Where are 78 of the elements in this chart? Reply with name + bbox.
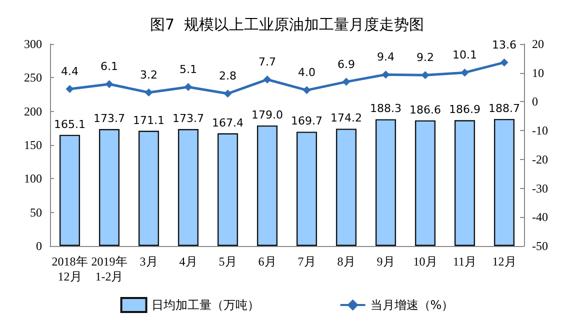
point [342,78,350,86]
bar [256,125,278,246]
bar [454,120,476,246]
data-label: 13.6 [492,38,516,52]
data-label: 171.1 [133,114,164,127]
x-tick-label: 10月 [413,254,438,268]
x-tick-label: 4月 [179,254,198,268]
data-label: 167.4 [212,116,244,130]
bar [98,129,120,246]
data-label: 9.2 [416,51,434,64]
y-tick-label: 250 [24,70,42,85]
point [382,70,390,79]
y-tick-label: 300 [24,37,42,51]
y-tick-label: 50 [30,205,42,220]
data-label: 7.7 [258,55,276,68]
point [500,58,508,66]
point [184,82,192,91]
data-label: 174.2 [330,112,362,125]
data-label: 188.7 [488,102,520,115]
data-label: 186.6 [410,103,441,116]
legend-label: 当月增速（%） [370,298,454,312]
y-tick-label: 200 [24,104,42,118]
data-label: 165.1 [54,118,86,131]
x-tick-label: 12月 [492,254,516,268]
bar [414,120,436,246]
x-tick-label: 7月 [298,254,316,268]
x-tick-label: 2019年 1-2月 [91,254,128,284]
y2-tick-label: -50 [532,239,548,253]
data-label: 186.9 [449,103,480,116]
data-label: 173.7 [94,112,125,126]
chart-title: 图7 规模以上工业原油加工量月度走势图 [150,16,424,34]
bar [375,119,396,246]
data-label: 188.3 [370,102,402,116]
bar [336,128,357,246]
legend-label: 日均加工量（万吨） [151,298,260,312]
x-tick-label: 5月 [218,254,237,268]
data-label: 10.1 [452,48,477,62]
data-label: 6.1 [100,60,118,74]
x-tick-label: 3月 [140,254,158,268]
y2-tick-label: -20 [532,152,548,166]
data-label: 3.2 [140,68,158,82]
y-tick-label: 150 [24,138,42,152]
x-tick-label: 8月 [337,254,356,268]
x-tick-label: 6月 [258,254,276,268]
point [66,85,74,94]
bar [296,132,318,246]
data-label: 9.4 [377,50,394,64]
data-label: 169.7 [291,114,322,128]
x-tick-label: 9月 [376,254,395,268]
point [224,90,232,98]
bar [178,129,199,246]
x-tick-label: 2018年 12月 [52,254,88,284]
data-label: 5.1 [180,62,197,76]
point [144,88,153,96]
y2-tick-label: 20 [532,37,544,51]
y2-tick-label: 10 [532,66,544,80]
y2-tick-label: -40 [532,210,548,224]
point [302,86,311,94]
x-tick-label: 11月 [452,254,477,268]
point [105,80,114,88]
data-label: 179.0 [252,108,283,122]
point [460,68,469,77]
data-label: 6.9 [338,58,355,71]
data-label: 173.7 [172,112,204,126]
bar [494,118,515,246]
bar [138,130,160,246]
data-label: 4.4 [61,65,78,78]
point [263,75,272,84]
data-label: 2.8 [219,70,236,83]
bar [217,133,238,246]
y2-tick-label: 0 [532,94,538,109]
point [421,71,430,80]
y-tick-label: 100 [24,172,42,186]
bar [59,134,80,246]
y2-tick-label: -10 [532,124,548,138]
y-tick-label: 0 [36,239,42,253]
data-label: 4.0 [298,66,316,80]
y2-tick-label: -30 [532,181,548,196]
